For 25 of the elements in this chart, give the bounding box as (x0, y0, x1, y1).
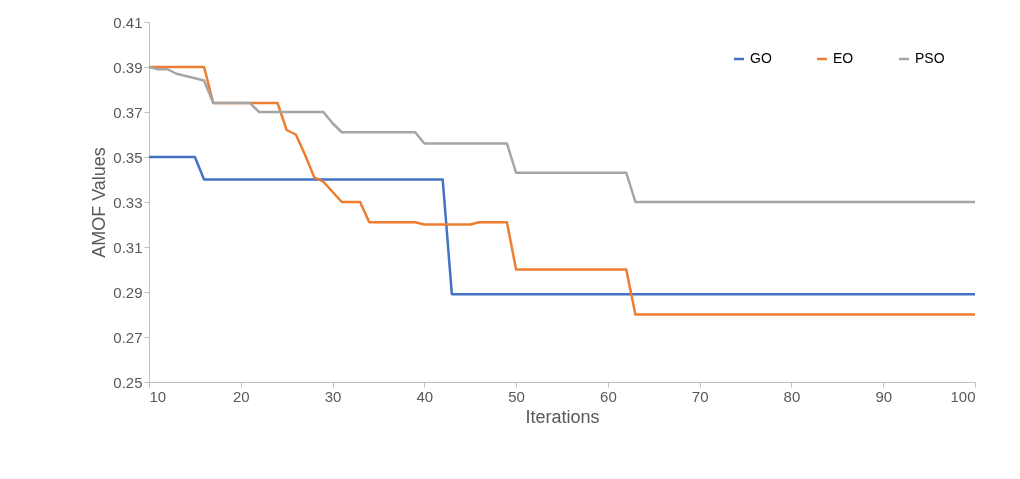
y-tick-label: 0.29 (113, 283, 143, 301)
legend-label: PSO (915, 50, 945, 66)
y-tick-label: 0.39 (113, 58, 143, 76)
y-tick-label: 0.25 (113, 373, 143, 391)
line-series (147, 65, 977, 204)
x-axis-title: Iterations (525, 406, 600, 427)
x-tick-label: 100 (950, 387, 976, 405)
x-tick-label: 10 (149, 387, 167, 405)
y-tick-label: 0.31 (113, 238, 143, 256)
x-tick-label: 70 (691, 387, 709, 405)
x-tick-label: 30 (324, 387, 342, 405)
y-tick-label: 0.37 (113, 103, 143, 121)
y-axis-title: AMOF Values (89, 147, 110, 258)
x-tick-label: 20 (232, 387, 250, 405)
y-tick-label: 0.41 (113, 13, 143, 31)
x-tick-label: 90 (875, 387, 893, 405)
legend-label: GO (750, 50, 772, 66)
x-tick-label: 60 (600, 387, 617, 405)
y-tick-label: 0.27 (113, 328, 143, 346)
x-tick-label: 40 (416, 387, 434, 405)
x-tick-label: 50 (508, 387, 525, 405)
legend-label: EO (833, 50, 854, 66)
y-tick-label: 0.35 (113, 148, 143, 166)
x-tick-label: 80 (783, 387, 801, 405)
y-tick-label: 0.33 (113, 193, 143, 211)
